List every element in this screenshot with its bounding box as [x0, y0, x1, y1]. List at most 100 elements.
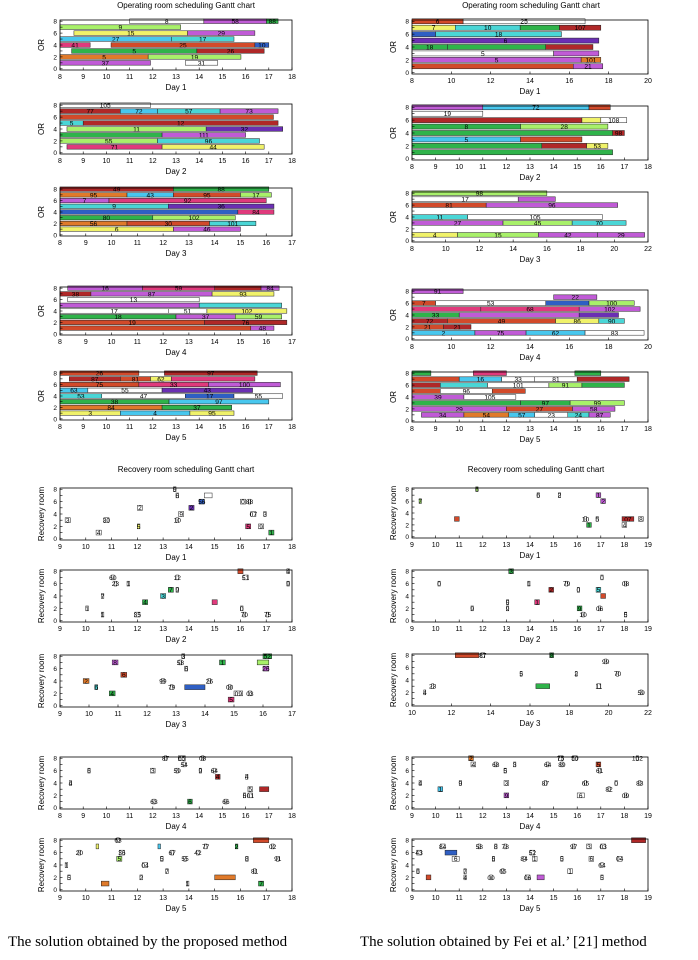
bar — [494, 843, 498, 850]
y-tick-label: 0 — [405, 805, 409, 812]
bar-label: 56 — [198, 499, 206, 506]
y-tick-label: 6 — [405, 118, 409, 125]
x-tick-label: 12 — [447, 710, 455, 717]
bar-label: 105 — [484, 394, 495, 401]
bar-label: 07 — [250, 511, 258, 518]
y-tick-label: 8 — [405, 191, 409, 198]
bar-label: 1 — [587, 522, 591, 529]
x-tick-label: 17 — [265, 74, 273, 81]
y-axis-label: Recovery room — [37, 654, 46, 709]
x-tick-label: 8 — [58, 424, 62, 431]
y-tick-label: 0 — [53, 232, 57, 239]
bar — [624, 580, 628, 587]
bar — [560, 761, 564, 768]
y-tick-label: 6 — [53, 297, 57, 304]
bar-label: 17 — [199, 36, 207, 43]
x-tick-label: 11 — [134, 240, 141, 247]
x-tick-label: 12 — [133, 544, 141, 551]
bar-label: 2 — [139, 875, 143, 882]
x-tick-label: 11 — [134, 339, 141, 346]
bar-label: 54 — [180, 762, 188, 769]
bar — [477, 843, 481, 850]
x-tick-label: 18 — [288, 544, 296, 551]
bar-label: 25 — [520, 19, 528, 26]
bar-label: 58 — [590, 406, 598, 413]
x-axis-label: Day 1 — [166, 553, 187, 562]
panel-2: 72 19 108 8 28 98 5 53 0 2 4 6 8 8 9 10 11 12 13 14 15 16 17 18… — [389, 104, 652, 182]
x-tick-label: 9 — [81, 813, 85, 820]
bar-label: 17 — [252, 192, 260, 199]
y-tick-label: 6 — [405, 382, 409, 389]
x-tick-label: 16 — [597, 426, 605, 433]
bar — [431, 683, 434, 689]
bar — [595, 492, 602, 498]
bar — [423, 689, 427, 696]
bar-label: 26 — [206, 678, 214, 685]
bar-label: 46 — [203, 227, 211, 234]
bar — [286, 568, 290, 574]
bar — [262, 653, 272, 659]
bar — [517, 196, 556, 202]
bar-label: 6 — [115, 227, 119, 234]
bar-label: 60 — [109, 575, 117, 582]
x-tick-label: 10 — [103, 424, 111, 431]
bar — [458, 780, 462, 786]
bar-label: 8 — [550, 653, 554, 660]
x-tick-label: 18 — [621, 542, 629, 549]
y-tick-label: 0 — [405, 238, 409, 245]
bar — [64, 862, 68, 868]
bar — [164, 370, 258, 376]
bar — [268, 529, 275, 536]
bar-label: 96 — [548, 202, 556, 209]
bar-label: 08 — [199, 756, 207, 763]
x-tick-label: 17 — [288, 240, 296, 247]
x-tick-label: 8 — [58, 158, 62, 165]
bar-label: 57 — [185, 109, 193, 116]
bar-label: 24 — [575, 412, 583, 419]
y-tick-label: 6 — [405, 850, 409, 857]
bar-label: 81 — [552, 377, 560, 384]
y-tick-label: 2 — [405, 226, 409, 233]
x-tick-label: 11 — [108, 544, 115, 551]
bar-label: 18 — [114, 314, 122, 321]
x-tick-label: 19 — [644, 626, 652, 633]
bar-label: 5 — [70, 120, 74, 127]
chart-title: Operating room scheduling Gantt chart — [117, 1, 256, 10]
bar — [621, 522, 628, 528]
bar — [215, 774, 221, 780]
x-tick-label: 9 — [410, 626, 414, 633]
bar — [276, 856, 280, 862]
x-axis-label: Day 3 — [520, 255, 541, 264]
x-tick-label: 16 — [565, 344, 573, 351]
bar — [184, 684, 206, 690]
bar-label: 36 — [118, 850, 126, 857]
x-tick-label: 10 — [447, 344, 455, 351]
bar-label: 65 — [178, 756, 186, 763]
bar-label: 11 — [133, 126, 140, 133]
bar-label: 102 — [241, 308, 252, 315]
y-tick-label: 6 — [53, 198, 57, 205]
bar — [227, 696, 235, 703]
x-tick-label: 14 — [201, 711, 209, 718]
x-tick-label: 15 — [573, 164, 581, 171]
x-tick-label: 18 — [577, 246, 585, 253]
bar — [425, 874, 432, 881]
y-tick-label: 4 — [53, 511, 57, 518]
x-tick-label: 13 — [526, 426, 534, 433]
bar — [171, 36, 235, 42]
bar-label: 42 — [194, 850, 202, 857]
x-tick-label: 16 — [237, 626, 245, 633]
bar-label: 5 — [503, 768, 507, 775]
bar-label: 15 — [127, 30, 135, 37]
bar-label: 50 — [571, 756, 579, 763]
bar — [529, 849, 535, 856]
x-tick-label: 19 — [644, 895, 652, 902]
bar-label: 12 — [177, 120, 185, 127]
x-tick-label: 15 — [211, 544, 219, 551]
x-tick-label: 11 — [108, 626, 115, 633]
bar — [600, 843, 606, 850]
x-tick-label: 15 — [550, 813, 558, 820]
x-tick-label: 15 — [550, 626, 558, 633]
bar — [503, 767, 507, 774]
